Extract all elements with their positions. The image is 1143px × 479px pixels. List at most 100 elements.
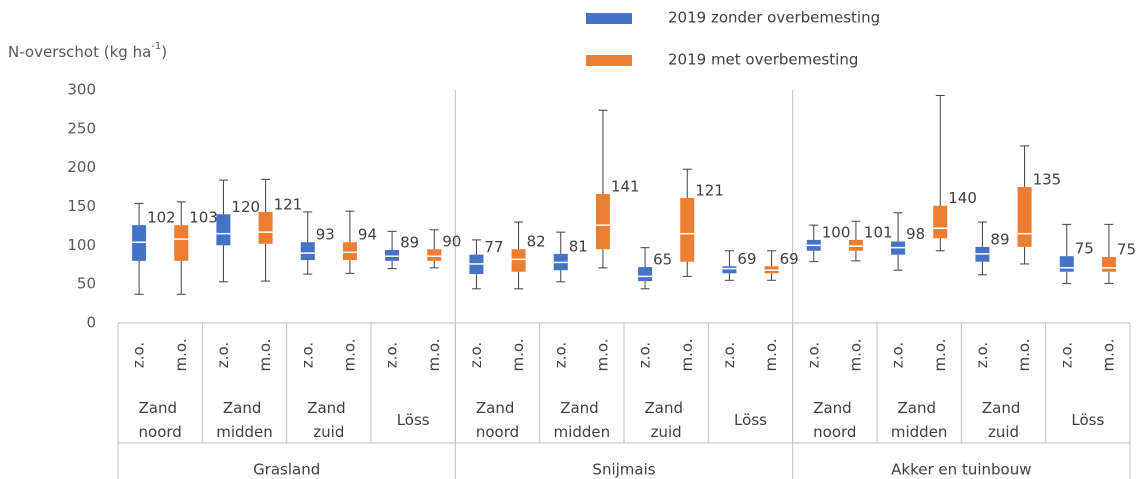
data-label: 120 (231, 198, 260, 216)
box (933, 205, 948, 239)
box (722, 266, 737, 274)
box-label: z.o. (214, 342, 232, 368)
data-label: 75 (1075, 240, 1094, 258)
region-label: Löss (1071, 411, 1104, 429)
box (174, 225, 189, 261)
box-label: m.o. (1015, 338, 1033, 371)
region-label: Zand zuid (982, 399, 1025, 441)
y-axis-label-end: ) (161, 43, 167, 61)
box (258, 211, 273, 244)
region-label-line: midden (891, 423, 948, 441)
region-label: Zand noord (813, 399, 856, 441)
region-label: Löss (397, 411, 430, 429)
data-label: 102 (147, 209, 176, 227)
box-label: z.o. (720, 342, 738, 368)
region-label-line: Löss (397, 411, 430, 429)
region-label-line: noord (139, 423, 182, 441)
data-label: 121 (274, 195, 303, 213)
box-label: m.o. (762, 338, 780, 371)
region-label-line: midden (216, 423, 273, 441)
box (342, 242, 357, 261)
data-label: 65 (653, 251, 672, 269)
data-label: 100 (822, 223, 851, 241)
box-label: m.o. (172, 338, 190, 371)
box (1101, 256, 1116, 272)
data-label: 121 (695, 181, 724, 199)
box-label: m.o. (678, 338, 696, 371)
data-label: 90 (442, 233, 461, 251)
legend-label: 2019 zonder overbemesting (668, 9, 880, 27)
box-label: z.o. (298, 342, 316, 368)
region-label: Zand noord (139, 399, 182, 441)
data-label: 75 (1117, 240, 1136, 258)
box-label: z.o. (467, 342, 485, 368)
region-label: Zand zuid (307, 399, 350, 441)
box (511, 249, 526, 272)
region-label-line: Zand (476, 399, 519, 417)
legend-swatch (586, 13, 632, 24)
data-label: 141 (611, 178, 640, 196)
box-label: m.o. (340, 338, 358, 371)
y-tick-label: 200 (67, 158, 96, 176)
box-label: z.o. (130, 342, 148, 368)
region-label-line: Zand (560, 399, 603, 417)
box-label: m.o. (1099, 338, 1117, 371)
box (638, 267, 653, 282)
y-tick-label: 50 (77, 275, 96, 293)
box-label: z.o. (1057, 342, 1075, 368)
box (1059, 256, 1074, 272)
data-label: 82 (527, 233, 546, 251)
box (216, 214, 231, 246)
box-label: z.o. (889, 342, 907, 368)
data-label: 135 (1033, 171, 1062, 189)
region-label-line: Zand (982, 399, 1025, 417)
box (848, 239, 863, 251)
data-label: 77 (484, 238, 503, 256)
region-label-line: Löss (734, 411, 767, 429)
box-label: z.o. (383, 342, 401, 368)
box (385, 249, 400, 261)
data-label: 69 (737, 250, 756, 268)
crop-label: Akker en tuinbouw (891, 461, 1031, 479)
region-label: Zand midden (891, 399, 948, 441)
y-axis-label: N-overschot (kg ha-1) (8, 41, 167, 61)
region-label-line: Zand (139, 399, 182, 417)
box (300, 242, 315, 261)
data-label: 94 (358, 226, 377, 244)
data-label: 89 (990, 230, 1009, 248)
region-label-line: noord (813, 423, 856, 441)
region-label-line: Zand (813, 399, 856, 417)
region-label-line: Zand (223, 399, 266, 417)
data-label: 98 (906, 225, 925, 243)
data-label: 140 (948, 189, 977, 207)
box-label: m.o. (256, 338, 274, 371)
box-label: z.o. (804, 342, 822, 368)
box-label: m.o. (509, 338, 527, 371)
region-label-line: zuid (988, 423, 1019, 441)
y-tick-label: 300 (67, 81, 96, 99)
box (1017, 187, 1032, 247)
data-label: 69 (780, 250, 799, 268)
box-label: m.o. (931, 338, 949, 371)
box-label: m.o. (846, 338, 864, 371)
y-tick-label: 150 (67, 197, 96, 215)
region-label: Zand noord (476, 399, 519, 441)
box-label: z.o. (973, 342, 991, 368)
y-tick-label: 250 (67, 119, 96, 137)
region-label: Zand midden (554, 399, 611, 441)
box (595, 194, 610, 250)
region-label-line: Löss (1071, 411, 1104, 429)
region-label-line: noord (476, 423, 519, 441)
box (427, 249, 442, 261)
y-axis-label-sup: -1 (151, 41, 161, 52)
box-label: z.o. (551, 342, 569, 368)
region-label: Zand midden (216, 399, 273, 441)
legend-swatch (586, 55, 632, 66)
y-tick-label: 100 (67, 236, 96, 254)
data-label: 101 (864, 223, 893, 241)
region-label: Löss (734, 411, 767, 429)
region-label: Zand zuid (645, 399, 688, 441)
region-label-line: Zand (307, 399, 350, 417)
data-label: 89 (400, 233, 419, 251)
